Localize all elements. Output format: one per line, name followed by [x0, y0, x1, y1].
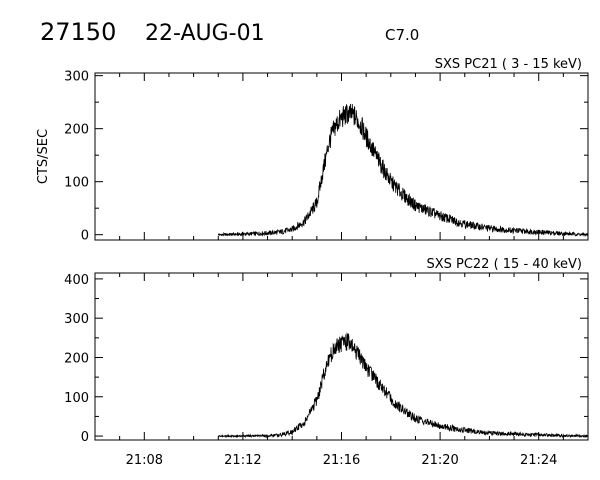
- series-line-1: [217, 332, 589, 439]
- panel-title: SXS PC22 ( 15 - 40 keV): [426, 257, 582, 272]
- y-tick-label: 300: [64, 312, 89, 327]
- x-tick-label: 21:16: [323, 453, 360, 468]
- y-tick-label: 0: [81, 229, 89, 244]
- panel-2: SXS PC22 ( 15 - 40 keV) 0 100 200 300 400 21:0…: [64, 257, 589, 468]
- y-tick-label: 200: [64, 123, 89, 138]
- x-tick-label: 21:08: [126, 453, 163, 468]
- series-line-1: [217, 103, 589, 237]
- panel-title: SXS PC21 ( 3 - 15 keV): [435, 57, 582, 72]
- y-tick-label: 400: [64, 273, 89, 288]
- plot-frame: [94, 72, 589, 241]
- x-tick-label: 21:12: [224, 453, 261, 468]
- y-tick-label: 200: [64, 351, 89, 366]
- y-tick-label: 100: [64, 391, 89, 406]
- y-tick-label: 0: [81, 430, 89, 445]
- plot-frame: [94, 272, 589, 441]
- x-tick-label: 21:24: [520, 453, 557, 468]
- flare-class: C7.0: [385, 26, 419, 44]
- orbit-number: 27150: [40, 18, 116, 46]
- y-tick-label: 100: [64, 176, 89, 191]
- y-tick-label: 300: [64, 70, 89, 85]
- panel-1: SXS PC21 ( 3 - 15 keV) CTS/SEC 0 100 200 300: [36, 57, 589, 244]
- y-axis-label: CTS/SEC: [36, 129, 51, 184]
- observation-date: 22-AUG-01: [145, 21, 265, 46]
- plot-panels: SXS PC21 ( 3 - 15 keV)CTS/SEC0100200300S…: [36, 57, 589, 468]
- x-tick-label: 21:20: [421, 453, 458, 468]
